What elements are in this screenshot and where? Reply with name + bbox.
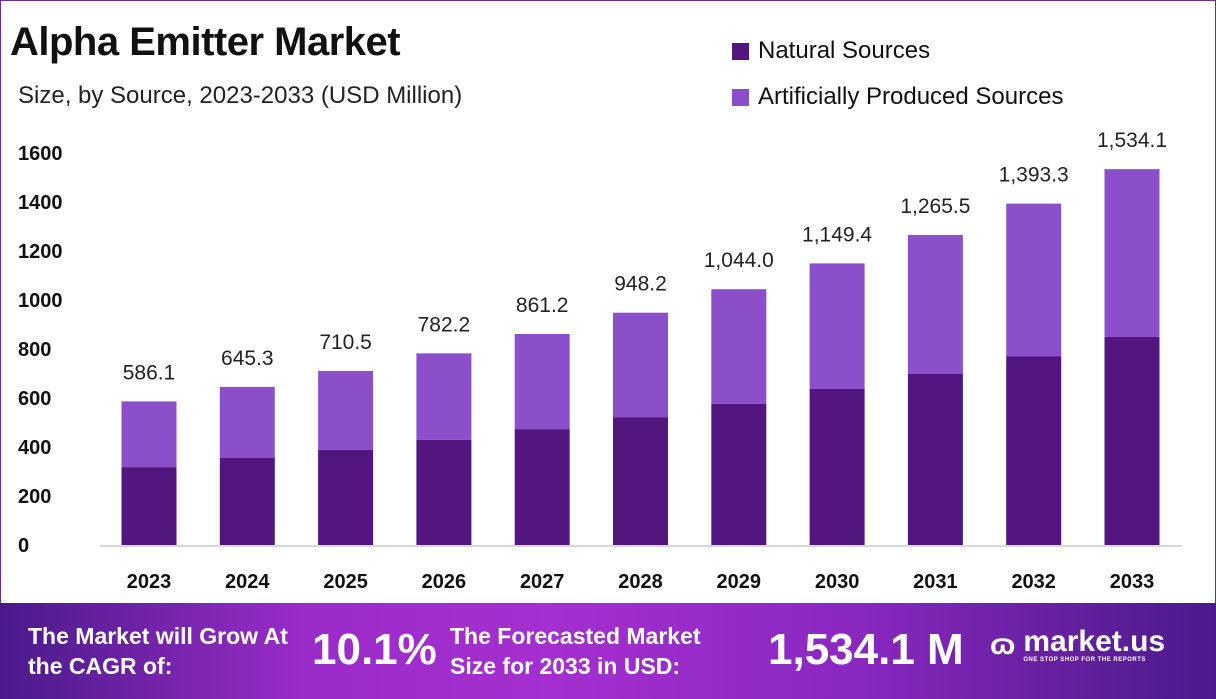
data-label-total: 948.2	[614, 273, 667, 296]
chart-subtitle: Size, by Source, 2023-2033 (USD Million)	[18, 82, 463, 109]
bar-natural-2027	[514, 429, 570, 545]
bar-artificial-2025	[318, 370, 374, 450]
brand-tagline: ONE STOP SHOP FOR THE REPORTS	[1023, 657, 1146, 663]
legend: Natural Sources Artificially Produced So…	[732, 28, 1063, 120]
data-label-total: 645.3	[221, 347, 274, 370]
data-label-total: 782.2	[418, 313, 471, 336]
x-tick-label: 2026	[422, 571, 467, 593]
chart-title: Alpha Emitter Market	[10, 20, 401, 64]
bar-natural-2033	[1104, 336, 1160, 545]
legend-item-natural: Natural Sources	[732, 28, 1063, 74]
brand-name: market.us	[1023, 625, 1166, 658]
legend-swatch-artificial	[732, 88, 749, 106]
bar-artificial-2029	[711, 289, 767, 404]
data-label-total: 710.5	[319, 331, 372, 354]
cagr-value: 10.1%	[312, 625, 437, 674]
bar-artificial-2031	[907, 234, 963, 374]
bar-natural-2025	[318, 449, 374, 545]
x-tick-label: 2031	[913, 571, 958, 593]
y-tick-label: 1600	[18, 143, 63, 165]
y-tick-label: 400	[18, 437, 51, 459]
bar-artificial-2024	[219, 386, 275, 459]
data-label-total: 1,393.3	[999, 164, 1069, 187]
legend-label: Artificially Produced Sources	[758, 83, 1064, 110]
bar-natural-2026	[416, 439, 472, 545]
x-tick-label: 2024	[225, 571, 270, 593]
bar-natural-2030	[809, 388, 865, 545]
y-tick-label: 600	[18, 388, 51, 410]
legend-item-artificial: Artificially Produced Sources	[732, 74, 1063, 120]
data-label-total: 1,149.4	[802, 223, 872, 246]
bar-artificial-2032	[1006, 203, 1062, 357]
bar-artificial-2026	[416, 353, 472, 440]
bar-natural-2024	[219, 458, 275, 545]
bar-artificial-2023	[121, 401, 177, 468]
y-tick-label: 1000	[18, 290, 63, 312]
data-label-total: 586.1	[123, 361, 176, 384]
y-tick-label: 1200	[18, 241, 63, 263]
x-tick-label: 2032	[1011, 571, 1056, 593]
bar-natural-2023	[121, 467, 177, 545]
legend-swatch-natural	[732, 42, 749, 60]
bar-natural-2029	[711, 403, 767, 545]
forecast-label: The Forecasted Market Size for 2033 in U…	[450, 623, 701, 679]
footer-banner: The Market will Grow At the CAGR of: 10.…	[0, 603, 1216, 699]
bar-natural-2032	[1006, 356, 1062, 545]
x-tick-label: 2028	[618, 571, 663, 593]
y-tick-label: 1400	[18, 192, 63, 214]
bar-chart: 0 200 400 600 800 1000 1200 1400 1600 586.1 2023 64…	[18, 129, 1182, 593]
data-label-total: 1,265.5	[900, 195, 970, 218]
data-label-total: 1,044.0	[704, 249, 774, 272]
y-tick-label: 0	[18, 535, 29, 557]
data-label-total: 1,534.1	[1097, 129, 1167, 152]
data-label-total: 861.2	[516, 294, 569, 317]
x-tick-label: 2023	[127, 571, 172, 593]
logo-icon: ɷ	[990, 628, 1016, 661]
x-tick-label: 2025	[323, 571, 368, 593]
bar-artificial-2027	[514, 334, 570, 430]
y-tick-label: 200	[18, 486, 51, 508]
bar-artificial-2033	[1104, 169, 1160, 337]
forecast-value: 1,534.1 M	[768, 625, 964, 674]
y-tick-label: 800	[18, 339, 51, 361]
x-tick-label: 2033	[1110, 571, 1155, 593]
brand-logo: ɷ market.us ONE STOP SHOP FOR THE REPORT…	[990, 625, 1166, 664]
x-tick-label: 2030	[815, 571, 860, 593]
legend-label: Natural Sources	[758, 37, 931, 64]
x-tick-label: 2029	[717, 571, 762, 593]
bar-natural-2028	[613, 417, 668, 545]
x-tick-label: 2027	[520, 571, 565, 593]
cagr-label: The Market will Grow At the CAGR of:	[28, 623, 288, 679]
bar-natural-2031	[907, 373, 963, 545]
bar-artificial-2030	[809, 263, 865, 389]
bar-artificial-2028	[613, 312, 668, 418]
